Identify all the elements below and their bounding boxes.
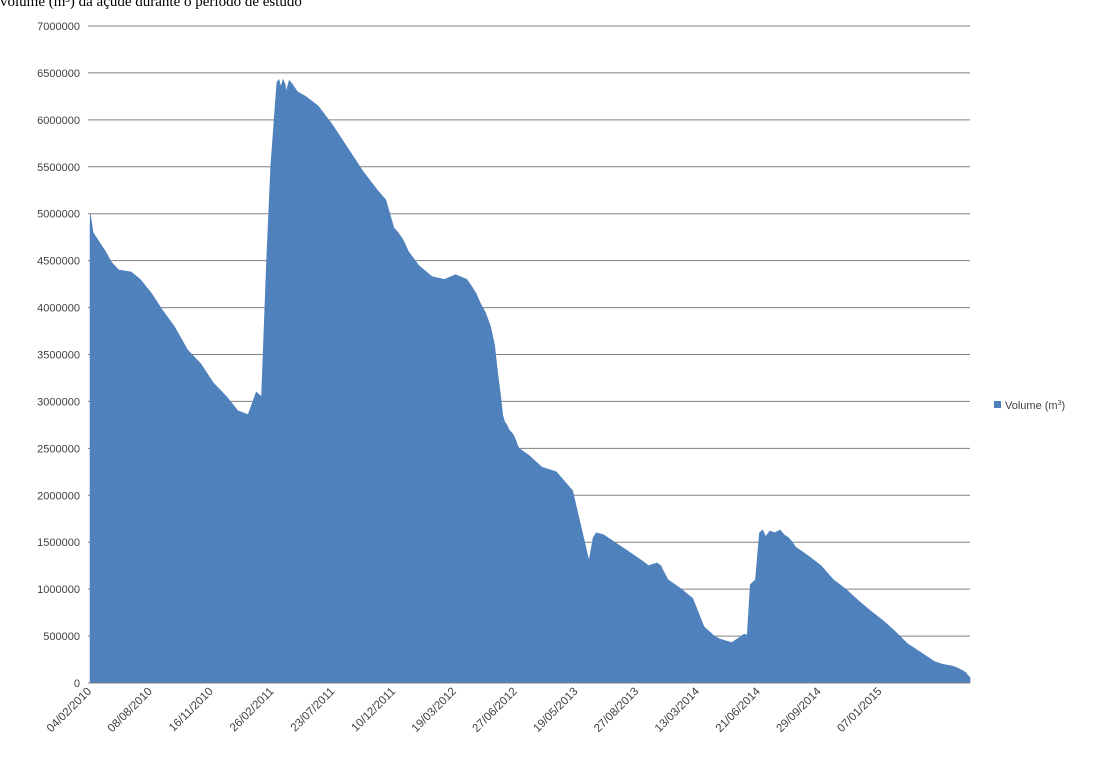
y-tick-label: 6000000 xyxy=(37,115,80,127)
x-tick-label: 08/08/2010 xyxy=(106,686,155,735)
x-tick-label: 21/06/2014 xyxy=(714,685,764,735)
volume-area-series xyxy=(89,78,971,684)
figure-caption: volume (m³) da açude durante o período d… xyxy=(0,0,302,10)
y-tick-label: 4500000 xyxy=(37,256,80,268)
legend-label: Volume (m3) xyxy=(1005,400,1065,412)
y-tick-label: 2500000 xyxy=(37,443,80,455)
y-tick-label: 5000000 xyxy=(37,209,80,221)
y-axis-ticks: 0 500000 1000000 1500000 2000000 2500000 30000… xyxy=(37,21,80,690)
y-tick-label: 3500000 xyxy=(37,350,80,362)
x-tick-label: 10/12/2011 xyxy=(350,686,399,735)
x-tick-label: 07/01/2015 xyxy=(835,686,884,735)
x-tick-label: 27/08/2013 xyxy=(592,686,641,735)
legend-label-superscript: 3 xyxy=(1058,400,1062,407)
y-tick-label: 3000000 xyxy=(37,396,80,408)
legend-label-text: Volume (m xyxy=(1005,400,1058,412)
x-tick-label: 19/03/2012 xyxy=(410,686,459,735)
x-tick-label: 16/11/2010 xyxy=(167,686,216,735)
x-tick-label: 04/02/2010 xyxy=(45,686,94,735)
y-tick-label: 4000000 xyxy=(37,303,80,315)
legend: Volume (m3) xyxy=(994,400,1065,412)
x-tick-label: 29/09/2014 xyxy=(775,685,825,735)
y-tick-label: 500000 xyxy=(43,631,80,643)
x-tick-label: 13/03/2014 xyxy=(653,685,703,735)
x-tick-label: 27/06/2012 xyxy=(471,686,520,735)
y-tick-label: 0 xyxy=(74,678,80,690)
y-tick-label: 5500000 xyxy=(37,162,80,174)
y-tick-label: 6500000 xyxy=(37,68,80,80)
legend-swatch xyxy=(994,401,1001,408)
x-tick-label: 26/02/2011 xyxy=(228,686,277,735)
y-tick-label: 1000000 xyxy=(37,584,80,596)
x-axis-ticks: 04/02/2010 08/08/2010 16/11/2010 26/02/2011… xyxy=(45,685,885,735)
y-tick-label: 1500000 xyxy=(37,537,80,549)
x-tick-label: 23/07/2011 xyxy=(289,686,338,735)
x-tick-label: 19/05/2013 xyxy=(531,686,580,735)
y-tick-label: 7000000 xyxy=(37,21,80,33)
y-tick-label: 2000000 xyxy=(37,490,80,502)
legend-label-text-end: ) xyxy=(1061,400,1065,412)
